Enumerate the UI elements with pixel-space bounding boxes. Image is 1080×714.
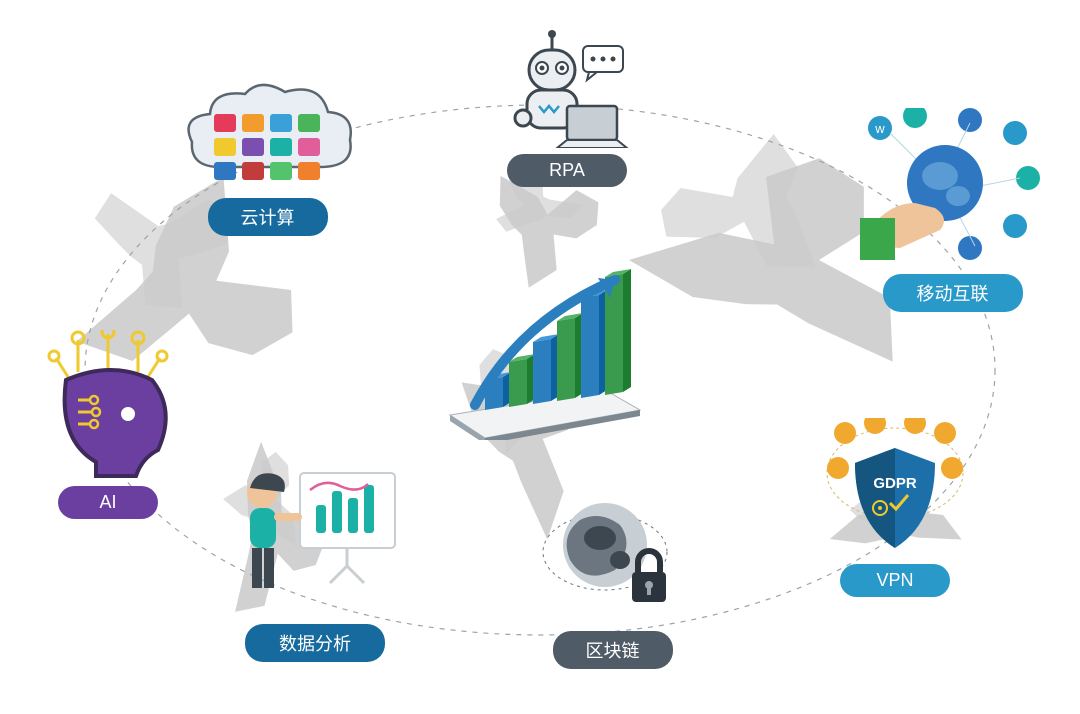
vpn-icon: GDPR	[820, 418, 970, 558]
node-vpn: GDPR VPN	[820, 418, 970, 597]
node-ai: AI	[38, 330, 178, 519]
center-growth-chart	[430, 260, 660, 445]
mobile-icon: w	[860, 108, 1045, 268]
node-cloud: 云计算	[180, 82, 355, 236]
gdpr-sublabel: GDPR	[873, 475, 917, 492]
analytics-badge: 数据分析	[245, 624, 385, 662]
cloud-icon	[180, 82, 355, 192]
mobile-badge: 移动互联	[883, 274, 1023, 312]
ai-icon	[38, 330, 178, 480]
vpn-badge: VPN	[840, 564, 950, 597]
node-analytics: 数据分析	[230, 458, 400, 662]
analytics-icon	[230, 458, 400, 618]
rpa-badge: RPA	[507, 154, 627, 187]
blockchain-icon	[540, 490, 685, 625]
blockchain-badge: 区块链	[553, 631, 673, 669]
ai-badge: AI	[58, 486, 158, 519]
svg-text:w: w	[874, 121, 885, 136]
node-rpa: RPA	[497, 28, 637, 187]
node-blockchain: 区块链	[540, 490, 685, 669]
rpa-icon	[497, 28, 637, 148]
node-mobile: w 移动互联	[860, 108, 1045, 312]
cloud-badge: 云计算	[208, 198, 328, 236]
